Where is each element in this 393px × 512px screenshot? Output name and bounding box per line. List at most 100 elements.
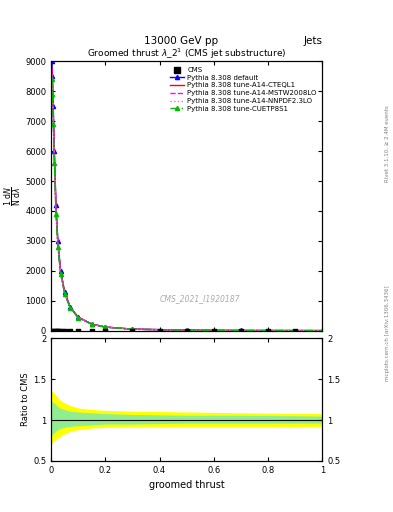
Pythia 8.308 tune-CUETP8S1 (55, 244, 60, 250)
Pythia 8.308 tune-A14-MSTW2008LO (76, 314, 81, 321)
Pythia 8.308 default (68, 304, 72, 310)
Pythia 8.308 tune-CUETP8S1 (52, 160, 57, 166)
Line: Pythia 8.308 default: Pythia 8.308 default (50, 59, 324, 333)
CMS (265, 327, 271, 335)
Pythia 8.308 tune-A14-MSTW2008LO (58, 269, 63, 275)
CMS (75, 327, 81, 335)
Pythia 8.308 default (239, 328, 243, 334)
Pythia 8.308 default (76, 314, 81, 320)
CMS (238, 327, 244, 335)
Pythia 8.308 tune-A14-MSTW2008LO (68, 304, 72, 310)
Pythia 8.308 tune-CUETP8S1 (90, 321, 94, 327)
Pythia 8.308 tune-A14-NNPDF2.3LO (90, 321, 94, 327)
Pythia 8.308 tune-A14-NNPDF2.3LO (50, 70, 54, 76)
Pythia 8.308 tune-A14-MSTW2008LO (239, 328, 243, 334)
Pythia 8.308 tune-A14-NNPDF2.3LO (52, 157, 57, 163)
CMS (56, 327, 62, 335)
Pythia 8.308 tune-A14-NNPDF2.3LO (55, 242, 60, 248)
Pythia 8.308 tune-A14-CTEQL1 (53, 206, 58, 212)
Pythia 8.308 default (184, 327, 189, 333)
Legend: CMS, Pythia 8.308 default, Pythia 8.308 tune-A14-CTEQL1, Pythia 8.308 tune-A14-M: CMS, Pythia 8.308 default, Pythia 8.308 … (168, 65, 319, 114)
Pythia 8.308 tune-A14-MSTW2008LO (130, 326, 135, 332)
CMS (51, 327, 57, 335)
Pythia 8.308 default (320, 328, 325, 334)
Pythia 8.308 tune-A14-CTEQL1 (76, 314, 81, 321)
Pythia 8.308 tune-CUETP8S1 (53, 211, 58, 217)
Pythia 8.308 tune-CUETP8S1 (68, 305, 72, 311)
Pythia 8.308 tune-A14-NNPDF2.3LO (68, 304, 72, 310)
Pythia 8.308 default (58, 268, 63, 274)
CMS (211, 327, 217, 335)
CMS (67, 327, 73, 335)
Pythia 8.308 tune-A14-CTEQL1 (52, 154, 57, 160)
Pythia 8.308 default (50, 73, 55, 79)
Pythia 8.308 tune-A14-NNPDF2.3LO (51, 115, 56, 121)
Pythia 8.308 tune-A14-MSTW2008LO (53, 205, 58, 211)
Pythia 8.308 tune-CUETP8S1 (103, 324, 108, 330)
Pythia 8.308 tune-A14-CTEQL1 (68, 304, 72, 310)
Pythia 8.308 tune-A14-MSTW2008LO (90, 321, 94, 327)
Text: mcplots.cern.ch [arXiv:1306.3436]: mcplots.cern.ch [arXiv:1306.3436] (385, 285, 389, 380)
Pythia 8.308 tune-CUETP8S1 (58, 271, 63, 277)
Pythia 8.308 tune-CUETP8S1 (76, 315, 81, 321)
Pythia 8.308 tune-A14-CTEQL1 (50, 82, 55, 89)
Pythia 8.308 tune-A14-CTEQL1 (51, 112, 56, 118)
Pythia 8.308 tune-A14-CTEQL1 (320, 328, 325, 334)
Pythia 8.308 tune-A14-MSTW2008LO (62, 289, 67, 295)
Pythia 8.308 tune-CUETP8S1 (130, 326, 135, 332)
CMS (184, 327, 190, 335)
Text: Rivet 3.1.10, ≥ 2.4M events: Rivet 3.1.10, ≥ 2.4M events (385, 105, 389, 182)
Pythia 8.308 tune-A14-NNPDF2.3LO (130, 326, 135, 332)
Pythia 8.308 tune-A14-CTEQL1 (62, 290, 67, 296)
Pythia 8.308 tune-A14-MSTW2008LO (320, 328, 325, 334)
Pythia 8.308 tune-A14-NNPDF2.3LO (103, 324, 108, 330)
Y-axis label: Ratio to CMS: Ratio to CMS (21, 373, 30, 426)
Line: Pythia 8.308 tune-CUETP8S1: Pythia 8.308 tune-CUETP8S1 (50, 77, 324, 333)
Pythia 8.308 tune-A14-CTEQL1 (58, 269, 63, 275)
Pythia 8.308 tune-A14-MSTW2008LO (50, 65, 54, 71)
Pythia 8.308 tune-A14-CTEQL1 (90, 321, 94, 327)
CMS (89, 327, 95, 335)
Pythia 8.308 tune-A14-NNPDF2.3LO (53, 208, 58, 215)
Pythia 8.308 default (50, 58, 54, 65)
Pythia 8.308 tune-A14-NNPDF2.3LO (184, 327, 189, 333)
Text: 13000 GeV pp: 13000 GeV pp (144, 36, 218, 46)
Line: Pythia 8.308 tune-A14-CTEQL1: Pythia 8.308 tune-A14-CTEQL1 (52, 71, 322, 331)
Pythia 8.308 tune-A14-NNPDF2.3LO (239, 328, 243, 334)
Pythia 8.308 tune-A14-MSTW2008LO (51, 109, 56, 115)
Pythia 8.308 tune-A14-MSTW2008LO (103, 324, 108, 330)
Pythia 8.308 tune-A14-NNPDF2.3LO (76, 314, 81, 321)
Pythia 8.308 tune-CUETP8S1 (62, 291, 67, 297)
CMS (156, 327, 163, 335)
Pythia 8.308 tune-A14-NNPDF2.3LO (320, 328, 325, 334)
Pythia 8.308 default (103, 324, 108, 330)
Pythia 8.308 tune-A14-MSTW2008LO (184, 327, 189, 333)
Pythia 8.308 tune-CUETP8S1 (184, 327, 189, 333)
Text: CMS_2021_I1920187: CMS_2021_I1920187 (160, 294, 241, 303)
CMS (52, 327, 58, 335)
Pythia 8.308 tune-A14-NNPDF2.3LO (62, 290, 67, 296)
CMS (59, 327, 65, 335)
Pythia 8.308 tune-A14-MSTW2008LO (52, 151, 57, 157)
Text: Jets: Jets (303, 36, 322, 46)
Pythia 8.308 default (55, 238, 60, 244)
Pythia 8.308 tune-A14-MSTW2008LO (55, 239, 60, 245)
X-axis label: groomed thrust: groomed thrust (149, 480, 224, 490)
Pythia 8.308 tune-CUETP8S1 (51, 121, 56, 127)
CMS (49, 327, 55, 335)
Pythia 8.308 tune-A14-NNPDF2.3LO (58, 270, 63, 276)
Pythia 8.308 tune-CUETP8S1 (320, 328, 325, 334)
Pythia 8.308 tune-A14-MSTW2008LO (50, 79, 55, 86)
Pythia 8.308 default (90, 321, 94, 327)
Pythia 8.308 tune-A14-CTEQL1 (239, 328, 243, 334)
CMS (129, 327, 136, 335)
Pythia 8.308 tune-CUETP8S1 (50, 91, 55, 97)
Y-axis label: $\frac{1}{\mathrm{N}}\frac{\mathrm{d}N}{\mathrm{d}\lambda}$: $\frac{1}{\mathrm{N}}\frac{\mathrm{d}N}{… (2, 186, 24, 206)
Line: Pythia 8.308 tune-A14-MSTW2008LO: Pythia 8.308 tune-A14-MSTW2008LO (52, 68, 322, 331)
Title: Groomed thrust $\lambda\_2^1$ (CMS jet substructure): Groomed thrust $\lambda\_2^1$ (CMS jet s… (87, 47, 286, 61)
Pythia 8.308 tune-A14-CTEQL1 (103, 324, 108, 330)
Line: Pythia 8.308 tune-A14-NNPDF2.3LO: Pythia 8.308 tune-A14-NNPDF2.3LO (52, 73, 322, 331)
Pythia 8.308 tune-A14-CTEQL1 (55, 241, 60, 247)
CMS (55, 327, 61, 335)
Pythia 8.308 default (62, 289, 67, 295)
